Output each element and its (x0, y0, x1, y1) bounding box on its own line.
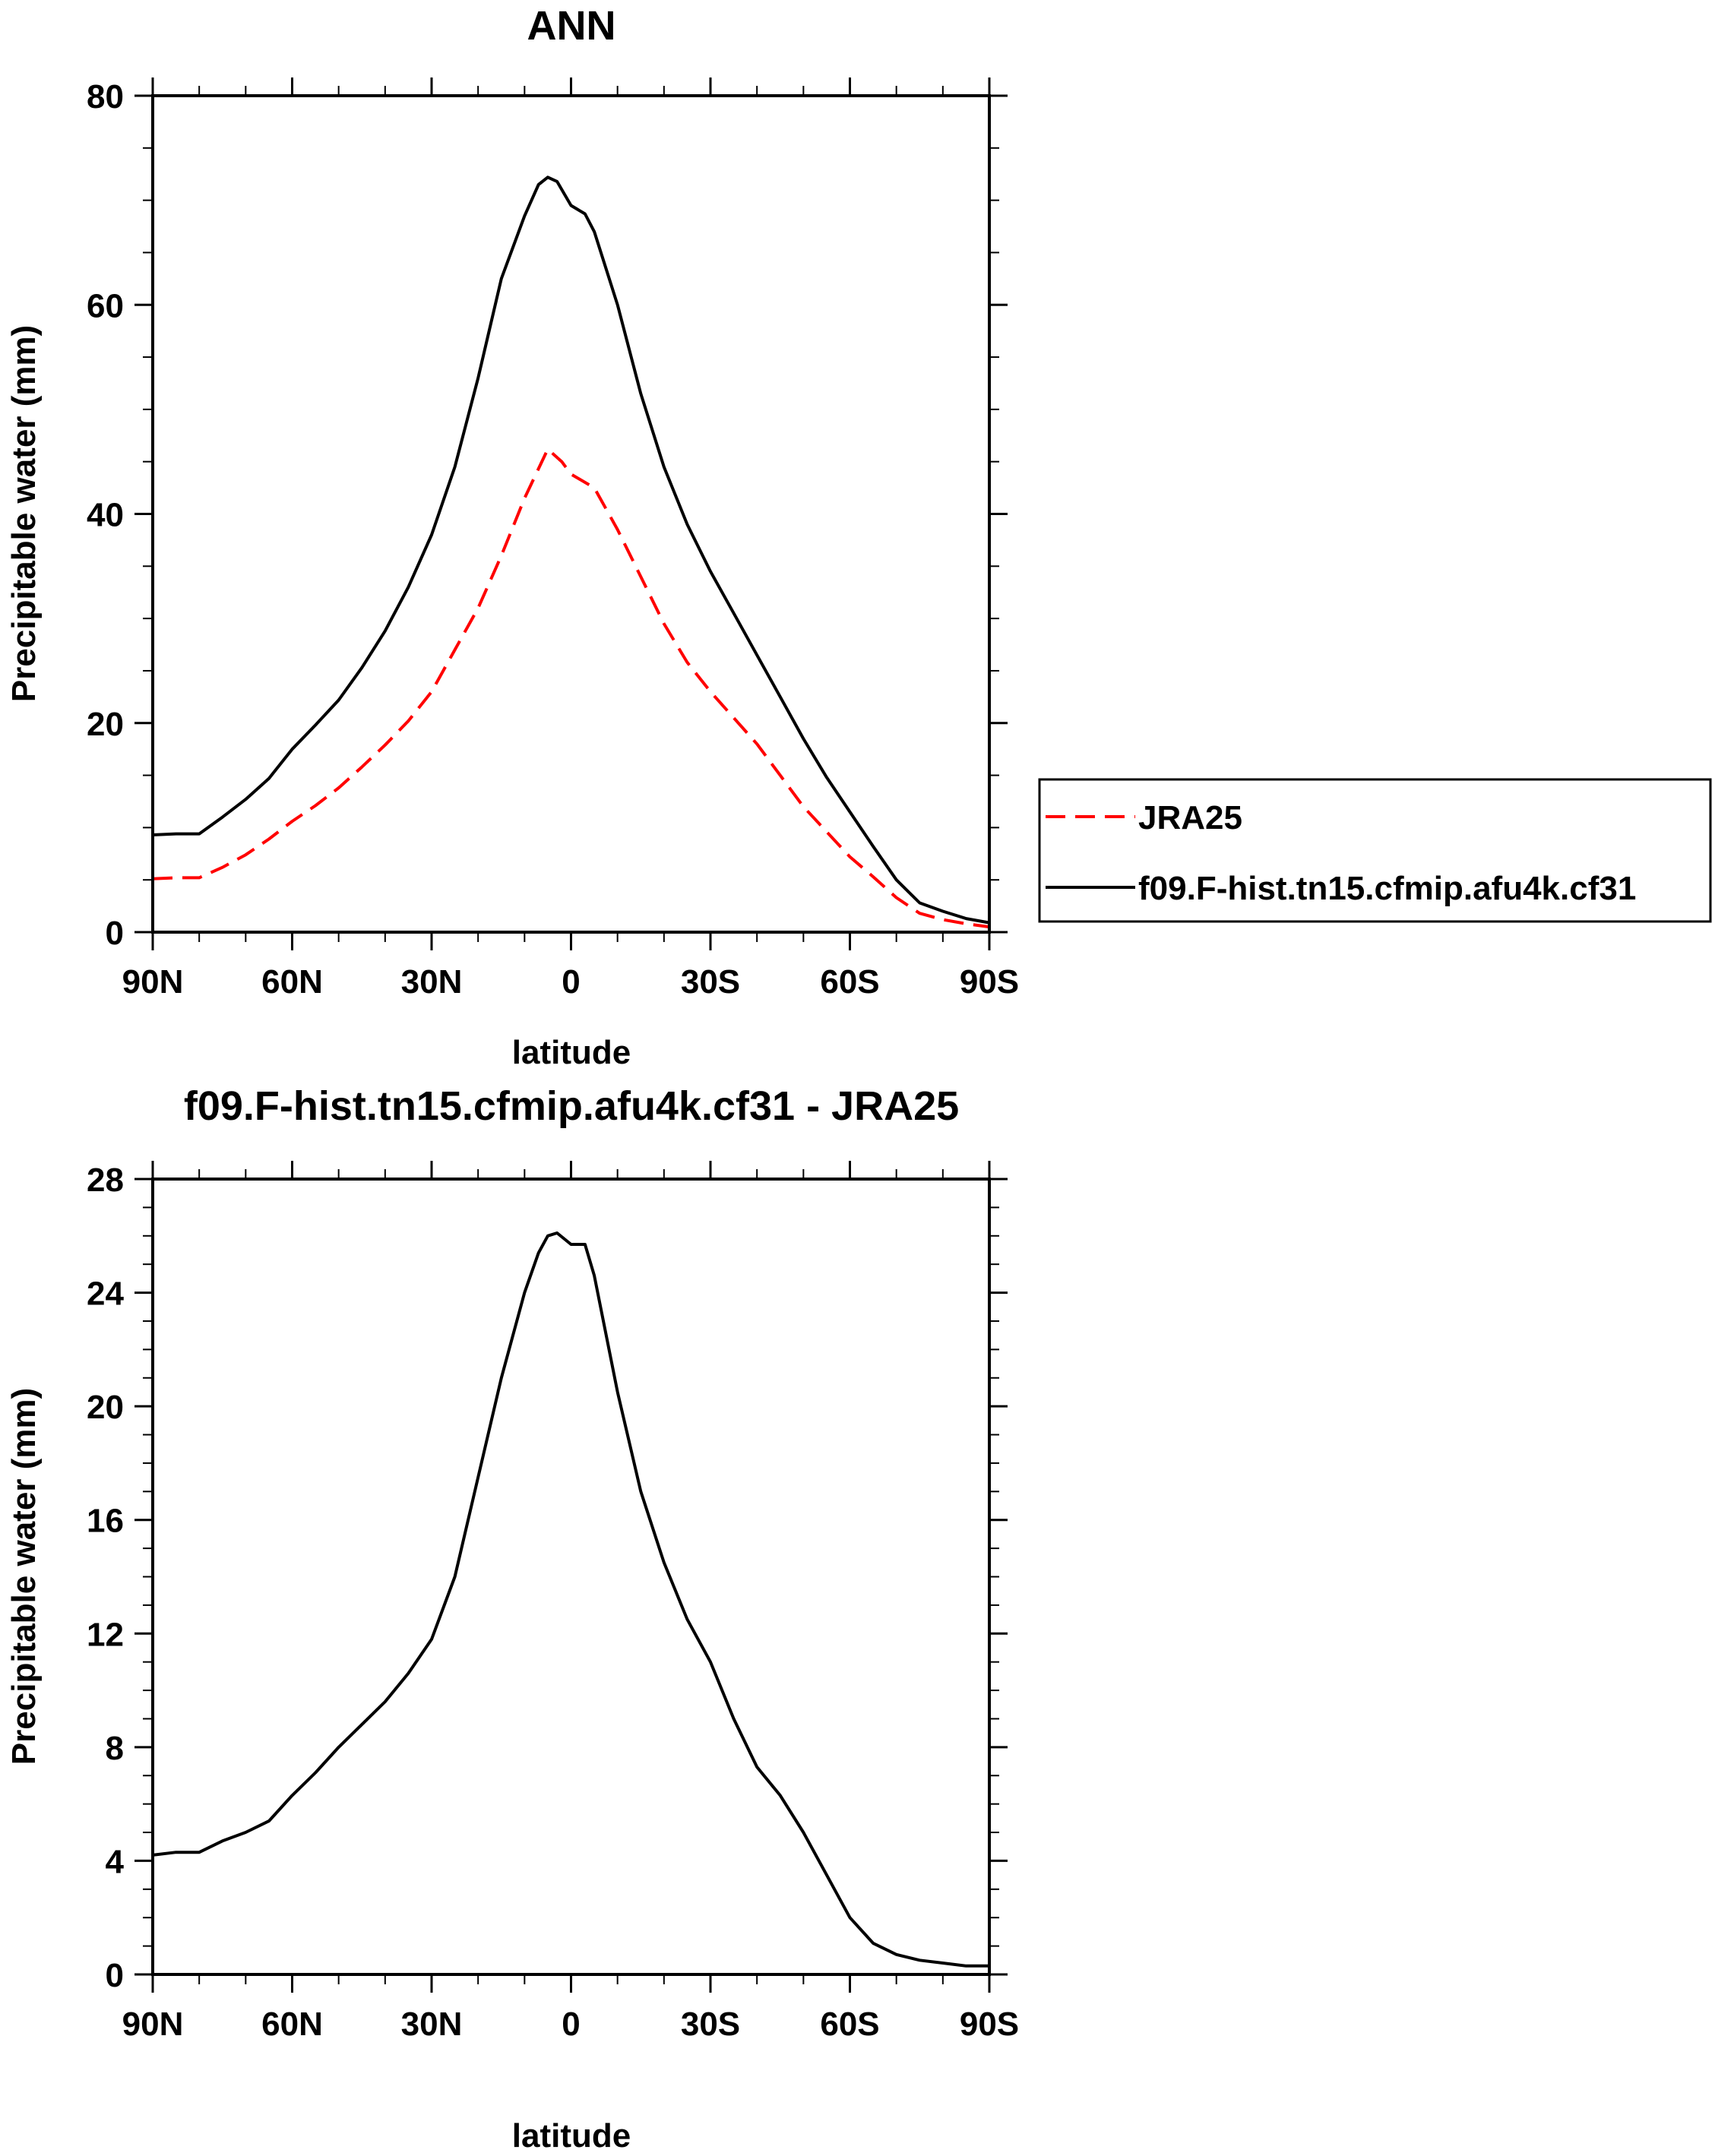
y-tick-label: 60 (87, 287, 124, 324)
x-tick-label: 0 (562, 2006, 580, 2043)
x-tick-labels: 90N 60N 30N 0 30S 60S 90S (122, 2006, 1020, 2043)
x-tick-label: 90S (960, 963, 1019, 1001)
legend-label-jra25: JRA25 (1138, 799, 1242, 836)
y-tick-label: 4 (106, 1843, 125, 1880)
y-tick-label: 20 (87, 1389, 124, 1426)
y-tick-labels: 0 4 8 12 16 20 24 28 (87, 1162, 124, 1994)
chart-title-difference: f09.F-hist.tn15.cfmip.afu4k.cf31 - JRA25 (184, 1083, 959, 1129)
tick-marks (134, 1161, 1008, 1993)
chart-panel-difference: f09.F-hist.tn15.cfmip.afu4k.cf31 - JRA25… (5, 1083, 1019, 2154)
x-tick-label: 90S (960, 2006, 1019, 2043)
y-tick-label: 28 (87, 1162, 124, 1199)
x-tick-label: 0 (562, 963, 580, 1001)
x-tick-labels: 90N 60N 30N 0 30S 60S 90S (122, 963, 1020, 1001)
x-tick-label: 60N (261, 2006, 323, 2043)
x-tick-label: 30N (401, 963, 463, 1001)
y-axis-label: Precipitable water (mm) (5, 325, 43, 702)
legend-box (1038, 778, 1712, 923)
y-tick-label: 0 (106, 1957, 124, 1994)
series-line-jra25 (152, 447, 990, 929)
x-tick-label: 90N (122, 2006, 184, 2043)
legend-label-model: f09.F-hist.tn15.cfmip.afu4k.cf31 (1138, 870, 1636, 907)
series-line-f09-f-hist-tn15-cfmip-afu4k-cf31-jra25 (152, 1231, 989, 1968)
x-tick-label: 30N (401, 2006, 463, 2043)
y-tick-labels: 0 20 40 60 80 (87, 78, 124, 952)
x-tick-label: 30S (681, 963, 740, 1001)
y-tick-label: 24 (87, 1276, 124, 1313)
y-tick-label: 40 (87, 497, 124, 534)
y-tick-label: 16 (87, 1503, 124, 1540)
x-tick-label: 30S (681, 2006, 740, 2043)
plot-frame (151, 1178, 991, 1976)
plot-frame (151, 94, 991, 934)
chart-title-ann: ANN (527, 3, 616, 49)
series-lines (152, 1231, 989, 1968)
y-axis-label: Precipitable water (mm) (5, 1388, 43, 1765)
x-tick-label: 60S (820, 2006, 879, 2043)
y-tick-label: 20 (87, 706, 124, 743)
y-tick-label: 12 (87, 1616, 124, 1653)
x-axis-label: latitude (512, 2117, 631, 2154)
y-tick-label: 80 (87, 78, 124, 115)
series-line-f09-f-hist-tn15-cfmip-afu4k-cf31 (152, 175, 990, 925)
legend: JRA25 f09.F-hist.tn15.cfmip.afu4k.cf31 (1038, 778, 1712, 923)
x-tick-label: 60N (261, 963, 323, 1001)
tick-marks (134, 77, 1008, 950)
y-tick-label: 8 (106, 1730, 124, 1767)
x-axis-label: latitude (512, 1034, 631, 1071)
x-tick-label: 60S (820, 963, 879, 1001)
chart-panel-ann: ANN 0 20 40 60 80 90N 60N 30N 0 30S 60S 90S latitu… (5, 3, 1019, 1071)
series-lines (152, 175, 990, 929)
y-tick-label: 0 (106, 915, 124, 952)
x-tick-label: 90N (122, 963, 184, 1001)
